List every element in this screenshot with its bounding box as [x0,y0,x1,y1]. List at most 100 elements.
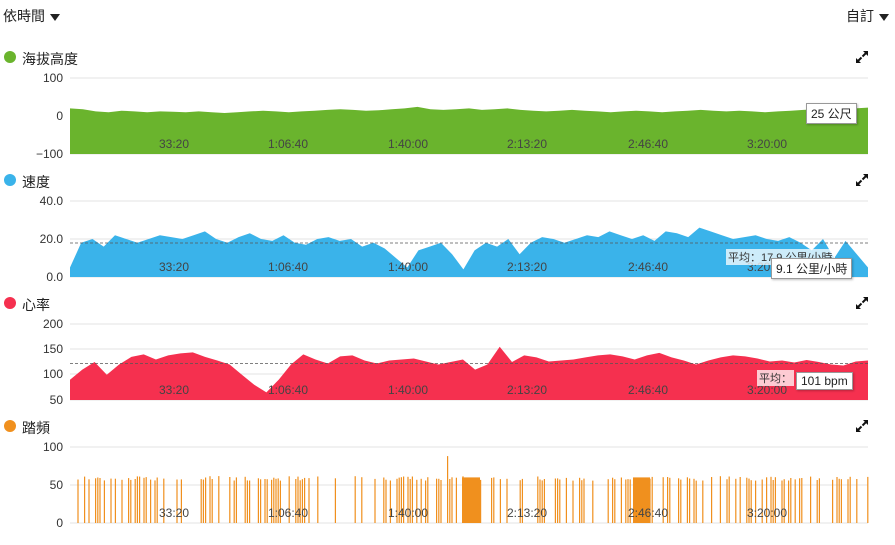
custom-label: 自訂 [846,8,874,24]
cadence-bar [678,478,680,523]
cadence-bar [554,478,556,523]
cadence-bar [766,477,768,523]
cadence-bar [693,478,695,523]
cadence-bar [633,477,650,523]
cadence-bar [772,480,774,523]
cadence-bar [783,479,785,523]
cadence-bar [99,478,101,523]
speed-legend-dot [4,174,16,186]
cadence-bar [838,478,840,523]
altitude-legend-dot [4,51,16,63]
cadence-bar [612,477,614,523]
cadence-bar [407,476,409,523]
expand-arrows-icon[interactable] [855,419,869,433]
cadence-bar [438,478,440,523]
heart-rate-average-label: 平均： [757,370,794,386]
cadence-bar [84,476,86,523]
cadence-bar [794,479,796,523]
cadence-bar [97,477,99,523]
cadence-bar [572,480,574,523]
cadence-bar [651,476,653,523]
cadence-bar [711,477,713,523]
cadence-bar [856,479,858,523]
speed-tooltip: 9.1 公里/小時 [771,258,853,279]
cadence-bar [264,479,266,523]
cadence-bar [130,479,132,523]
time-mode-dropdown[interactable]: 依時間 [3,6,60,26]
cadence-bar [301,479,303,523]
cadence-bar [297,476,299,523]
cadence-bar [506,478,508,523]
cadence-y-tick-label: 50 [50,478,64,492]
heart-rate-y-tick-label: 50 [50,393,64,407]
cadence-bar [667,477,669,523]
cadence-x-tick-label: 33:20 [159,506,189,520]
cadence-bar [317,476,319,523]
cadence-bar [581,480,583,523]
cadence-bar [260,479,262,523]
cadence-bar [121,479,123,523]
cadence-bar [607,479,609,523]
cadence-bar [271,479,273,523]
cadence-bar [277,478,279,523]
heart-rate-x-tick-label: 2:46:40 [628,383,668,397]
cadence-bar [354,476,356,523]
cadence-bar [537,476,539,523]
cadence-bar [88,479,90,523]
cadence-y-tick-label: 0 [56,516,63,530]
cadence-bar [134,479,136,523]
heart-rate-y-tick-label: 200 [43,317,63,331]
altitude-series-area [70,106,868,154]
speed-x-tick-label: 1:06:40 [268,260,308,274]
cadence-bar [385,479,387,523]
cadence-bar [103,480,105,523]
cadence-bar [449,479,451,523]
heart-rate-x-tick-label: 3:20:00 [747,383,787,397]
altitude-x-tick-label: 1:06:40 [268,137,308,151]
speed-x-tick-label: 2:13:20 [507,260,547,274]
cadence-bar [519,480,521,523]
cadence-bar [735,478,737,523]
cadence-bar [451,477,453,523]
altitude-x-tick-label: 3:20:00 [747,137,787,151]
time-mode-label: 依時間 [3,8,45,24]
cadence-bar [867,476,869,523]
heart-rate-x-tick-label: 2:13:20 [507,383,547,397]
cadence-bar [128,478,130,523]
cadence-bar [539,479,541,523]
cadence-bar [211,479,213,523]
cadence-bar [447,456,449,523]
cadence-bar [592,480,594,523]
cadence-bar [836,477,838,523]
expand-arrows-icon[interactable] [855,173,869,187]
cadence-bar [176,479,178,523]
toolbar: 依時間 自訂 [0,0,895,30]
speed-panel-header: 速度 [0,171,895,191]
expand-arrows-icon[interactable] [855,296,869,310]
cadence-bar [154,480,156,523]
cadence-bar [436,478,438,523]
cadence-bar [383,477,385,523]
cadence-bar [810,476,812,523]
cadence-title: 踏頻 [22,420,50,436]
cadence-bar [788,480,790,523]
cadence-bar [110,478,112,523]
cadence-bar [761,479,763,523]
cadence-bar [557,478,559,523]
cadence-bar [275,478,277,523]
cadence-bar [279,480,281,523]
cadence-bar [150,479,152,523]
cadence-bar [748,478,750,523]
cadence-bar [726,479,728,523]
altitude-y-tick-label: −100 [36,147,63,161]
expand-arrows-icon[interactable] [855,50,869,64]
cadence-bar [801,478,803,523]
custom-dropdown[interactable]: 自訂 [846,6,889,26]
cadence-bar [95,478,97,523]
cadence-bar [620,477,622,523]
heart-rate-x-tick-label: 1:40:00 [388,383,428,397]
cadence-bar [455,477,457,523]
cadence-bar [462,477,480,523]
heart-rate-y-tick-label: 100 [43,367,63,381]
cadence-bar [669,477,671,523]
